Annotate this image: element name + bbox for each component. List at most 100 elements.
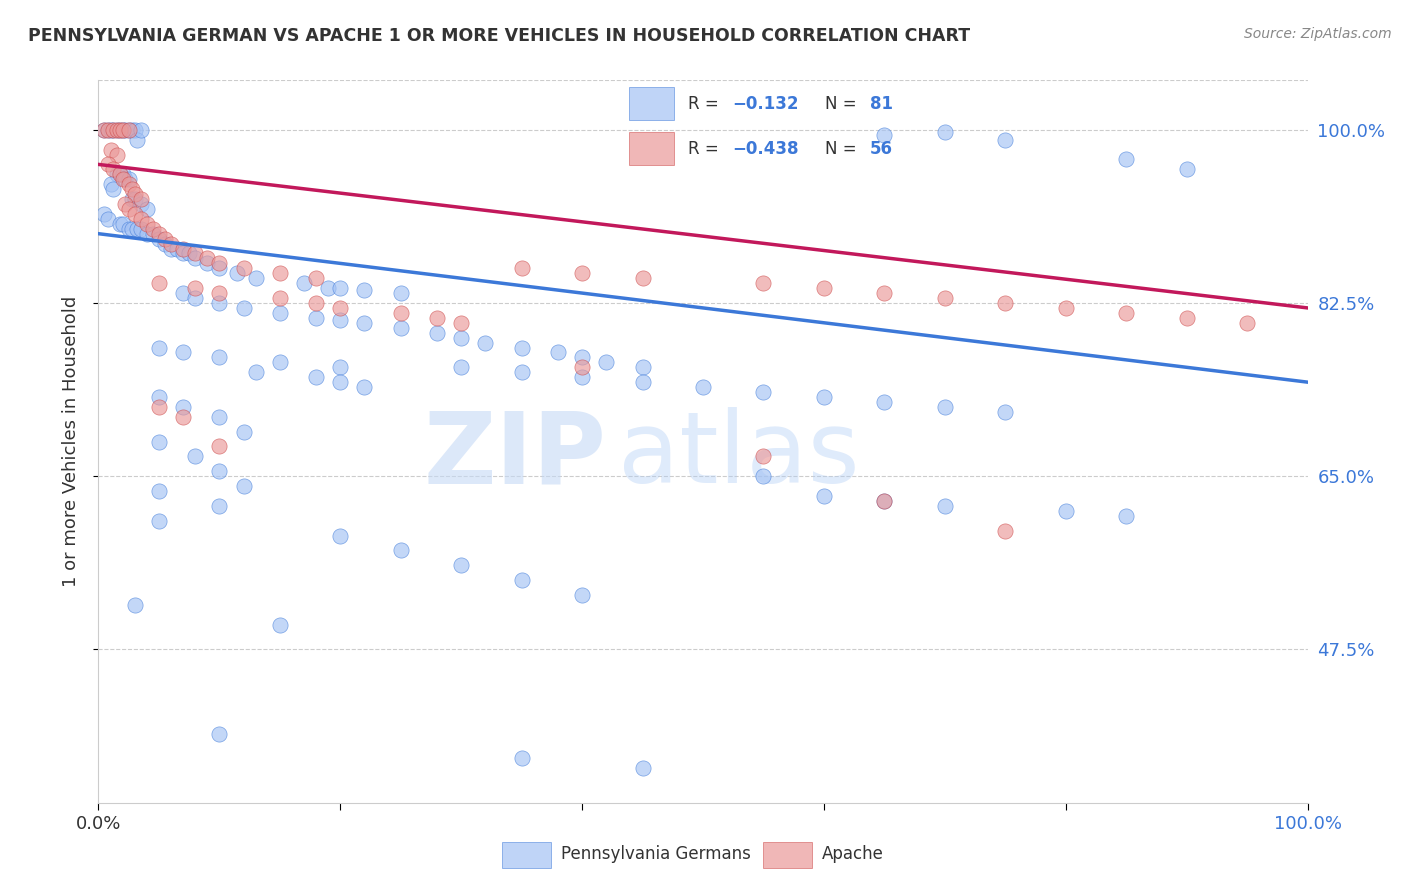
Point xyxy=(142,227,165,241)
Point xyxy=(245,365,267,379)
Text: 56: 56 xyxy=(870,140,893,158)
Point xyxy=(813,489,835,503)
Point xyxy=(93,122,115,136)
Point xyxy=(160,236,183,251)
Point xyxy=(426,326,449,340)
Point xyxy=(160,242,183,256)
Point xyxy=(105,122,128,136)
Point xyxy=(114,122,136,136)
Point xyxy=(269,306,291,320)
Y-axis label: 1 or more Vehicles in Household: 1 or more Vehicles in Household xyxy=(62,296,80,587)
Text: atlas: atlas xyxy=(619,408,860,505)
Point xyxy=(994,524,1017,538)
Point xyxy=(148,483,170,498)
Point xyxy=(595,355,617,369)
Point xyxy=(166,242,188,256)
Point xyxy=(184,291,207,305)
Point xyxy=(305,310,328,325)
Point xyxy=(97,211,120,226)
Point xyxy=(389,320,412,334)
Point xyxy=(179,246,201,260)
Point xyxy=(226,266,249,280)
Point xyxy=(172,246,194,260)
Point xyxy=(184,281,207,295)
Point xyxy=(101,182,124,196)
Point xyxy=(1175,310,1198,325)
Point xyxy=(510,261,533,276)
Point xyxy=(118,122,141,136)
Point xyxy=(752,276,775,290)
Point xyxy=(389,286,412,301)
Point xyxy=(1236,316,1258,330)
Point xyxy=(426,310,449,325)
Point xyxy=(305,271,328,285)
Point xyxy=(127,133,149,147)
Point xyxy=(121,221,143,235)
Point xyxy=(118,172,141,186)
Point xyxy=(450,360,472,375)
FancyBboxPatch shape xyxy=(502,842,551,868)
Point xyxy=(208,296,231,310)
Point xyxy=(208,499,231,513)
Text: ZIP: ZIP xyxy=(423,408,606,505)
Point xyxy=(121,192,143,206)
Point xyxy=(389,306,412,320)
Point xyxy=(195,256,218,270)
Point xyxy=(571,266,593,280)
Point xyxy=(111,167,134,181)
Point xyxy=(994,296,1017,310)
Text: 81: 81 xyxy=(870,95,893,112)
Point xyxy=(172,400,194,414)
Point xyxy=(118,178,141,192)
Point xyxy=(121,182,143,196)
Point xyxy=(184,252,207,266)
Text: Apache: Apache xyxy=(821,845,884,863)
Point xyxy=(111,122,134,136)
Point xyxy=(148,390,170,404)
Point xyxy=(118,122,141,136)
Text: PENNSYLVANIA GERMAN VS APACHE 1 OR MORE VEHICLES IN HOUSEHOLD CORRELATION CHART: PENNSYLVANIA GERMAN VS APACHE 1 OR MORE … xyxy=(28,27,970,45)
Point xyxy=(114,172,136,186)
Point xyxy=(305,296,328,310)
Point xyxy=(127,221,149,235)
Point xyxy=(105,122,128,136)
Point xyxy=(571,351,593,365)
Point xyxy=(571,360,593,375)
Point xyxy=(1115,508,1137,523)
Point xyxy=(510,751,533,765)
Point xyxy=(353,283,375,297)
Point xyxy=(118,202,141,216)
Point xyxy=(129,122,152,136)
Point xyxy=(148,514,170,528)
Point xyxy=(153,236,176,251)
Point xyxy=(208,261,231,276)
Point xyxy=(934,125,956,139)
Point xyxy=(124,187,146,202)
Point xyxy=(994,405,1017,419)
Point xyxy=(450,558,472,573)
Point xyxy=(934,499,956,513)
Point xyxy=(389,543,412,558)
Point xyxy=(934,400,956,414)
Point xyxy=(97,157,120,171)
Point xyxy=(353,380,375,394)
Point xyxy=(269,617,291,632)
Point xyxy=(184,450,207,464)
Point xyxy=(148,400,170,414)
Point xyxy=(184,246,207,260)
Point xyxy=(692,380,714,394)
Point xyxy=(100,178,122,192)
Point xyxy=(129,221,152,235)
Point xyxy=(124,207,146,221)
Point xyxy=(148,276,170,290)
Point xyxy=(631,761,654,775)
Point xyxy=(305,370,328,384)
Point xyxy=(752,385,775,400)
Point xyxy=(135,227,157,241)
Point xyxy=(148,341,170,355)
Point xyxy=(135,202,157,216)
Point xyxy=(269,266,291,280)
Point xyxy=(631,271,654,285)
Point xyxy=(873,286,896,301)
Point xyxy=(101,162,124,177)
